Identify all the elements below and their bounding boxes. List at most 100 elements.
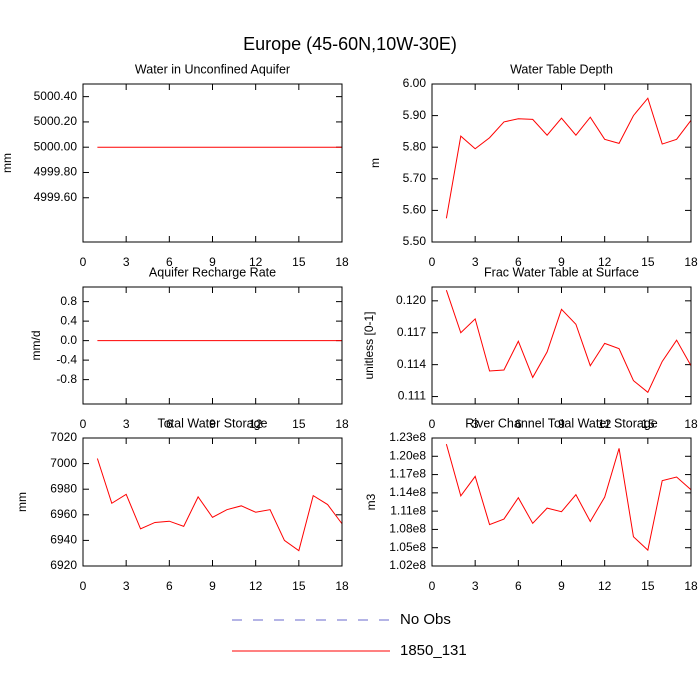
y-tick-label: 7020 [50,430,77,444]
panel-title: Water Table Depth [510,62,613,76]
x-tick-label: 15 [292,417,306,431]
x-tick-label: 15 [292,255,306,269]
y-tick-label: -0.4 [56,352,77,366]
y-tick-label: 1.23e8 [389,430,426,444]
y-tick-label: 1.05e8 [389,540,426,554]
x-tick-label: 0 [429,417,436,431]
y-tick-label: 6.00 [403,76,427,90]
x-tick-label: 6 [515,579,522,593]
y-tick-label: 0.0 [60,333,77,347]
x-tick-label: 12 [249,417,263,431]
plot-frame [82,437,343,567]
x-tick-label: 6 [166,255,173,269]
x-tick-label: 12 [249,579,263,593]
y-tick-label: 1.02e8 [389,558,426,572]
y-tick-label: 6980 [50,481,77,495]
x-tick-label: 15 [292,579,306,593]
x-tick-label: 6 [515,255,522,269]
x-tick-label: 18 [335,255,349,269]
x-tick-label: 15 [641,417,655,431]
y-tick-label: 0.4 [60,313,77,327]
x-tick-label: 3 [123,579,130,593]
x-tick-label: 18 [335,579,349,593]
x-tick-label: 3 [123,255,130,269]
x-tick-label: 18 [684,417,698,431]
figure-title: Europe (45-60N,10W-30E) [243,34,457,54]
y-tick-label: 6940 [50,533,77,547]
x-tick-label: 0 [80,417,87,431]
plot-frame [431,286,692,405]
x-tick-label: 3 [472,417,479,431]
y-axis-label: mm [15,492,29,512]
x-tick-label: 9 [209,417,216,431]
y-tick-label: 5.80 [403,139,427,153]
y-tick-label: 1.20e8 [389,448,426,462]
x-tick-label: 6 [166,417,173,431]
y-tick-label: 6920 [50,558,77,572]
y-tick-label: 1.14e8 [389,485,426,499]
data-line [445,443,692,552]
y-tick-label: 0.111 [398,389,427,403]
x-tick-label: 6 [166,579,173,593]
y-tick-label: 4999.60 [34,190,78,204]
y-tick-label: 5.50 [403,234,427,248]
y-axis-label: m3 [364,493,378,510]
y-tick-label: 0.114 [397,357,426,371]
x-tick-label: 3 [472,255,479,269]
y-tick-label: 5000.20 [34,114,78,128]
plot-frame [82,286,343,405]
y-tick-label: 0.120 [396,293,426,307]
legend-label: 1850_131 [400,642,467,659]
panel-title: Water in Unconfined Aquifer [135,62,290,76]
y-tick-label: -0.8 [56,372,77,386]
panel-title: Frac Water Table at Surface [484,265,639,279]
x-tick-label: 6 [515,417,522,431]
plot-frame [431,83,692,243]
x-tick-label: 0 [80,255,87,269]
x-tick-label: 3 [472,579,479,593]
y-tick-label: 1.17e8 [389,467,426,481]
y-tick-label: 5.70 [403,171,427,185]
y-tick-label: 1.11e8 [390,503,426,517]
panel-title: River Channel Total Water Storage [465,416,658,430]
data-line [445,290,692,394]
y-axis-label: mm/d [29,331,43,361]
y-tick-label: 0.117 [397,325,426,339]
x-tick-label: 0 [429,579,436,593]
y-tick-label: 6960 [50,507,77,521]
x-tick-label: 0 [80,579,87,593]
y-tick-label: 7000 [50,456,77,470]
panel-title: Total Water Storage [157,416,267,430]
x-tick-label: 18 [335,417,349,431]
x-tick-label: 0 [429,255,436,269]
x-tick-label: 12 [598,255,612,269]
y-axis-label: mm [0,153,14,173]
x-tick-label: 9 [209,579,216,593]
y-tick-label: 5.90 [403,108,427,122]
x-tick-label: 9 [558,417,565,431]
x-tick-label: 15 [641,255,655,269]
x-tick-label: 12 [598,417,612,431]
y-tick-label: 5000.40 [34,89,78,103]
x-tick-label: 18 [684,255,698,269]
panel-title: Aquifer Recharge Rate [149,265,276,279]
y-tick-label: 0.8 [60,294,77,308]
x-tick-label: 15 [641,579,655,593]
y-tick-label: 1.08e8 [389,522,426,536]
x-tick-label: 12 [598,579,612,593]
legend-label: No Obs [400,611,451,628]
data-line [96,458,343,552]
x-tick-label: 3 [123,417,130,431]
x-tick-label: 9 [209,255,216,269]
data-line [445,97,692,219]
y-tick-label: 4999.80 [34,165,78,179]
y-axis-label: unitless [0-1] [362,311,376,379]
plot-frame [82,83,343,243]
x-tick-label: 12 [249,255,263,269]
plot-frame [431,437,692,567]
y-tick-label: 5000.00 [34,139,78,153]
x-tick-label: 9 [558,255,565,269]
y-tick-label: 5.60 [403,203,427,217]
y-axis-label: m [368,158,382,168]
